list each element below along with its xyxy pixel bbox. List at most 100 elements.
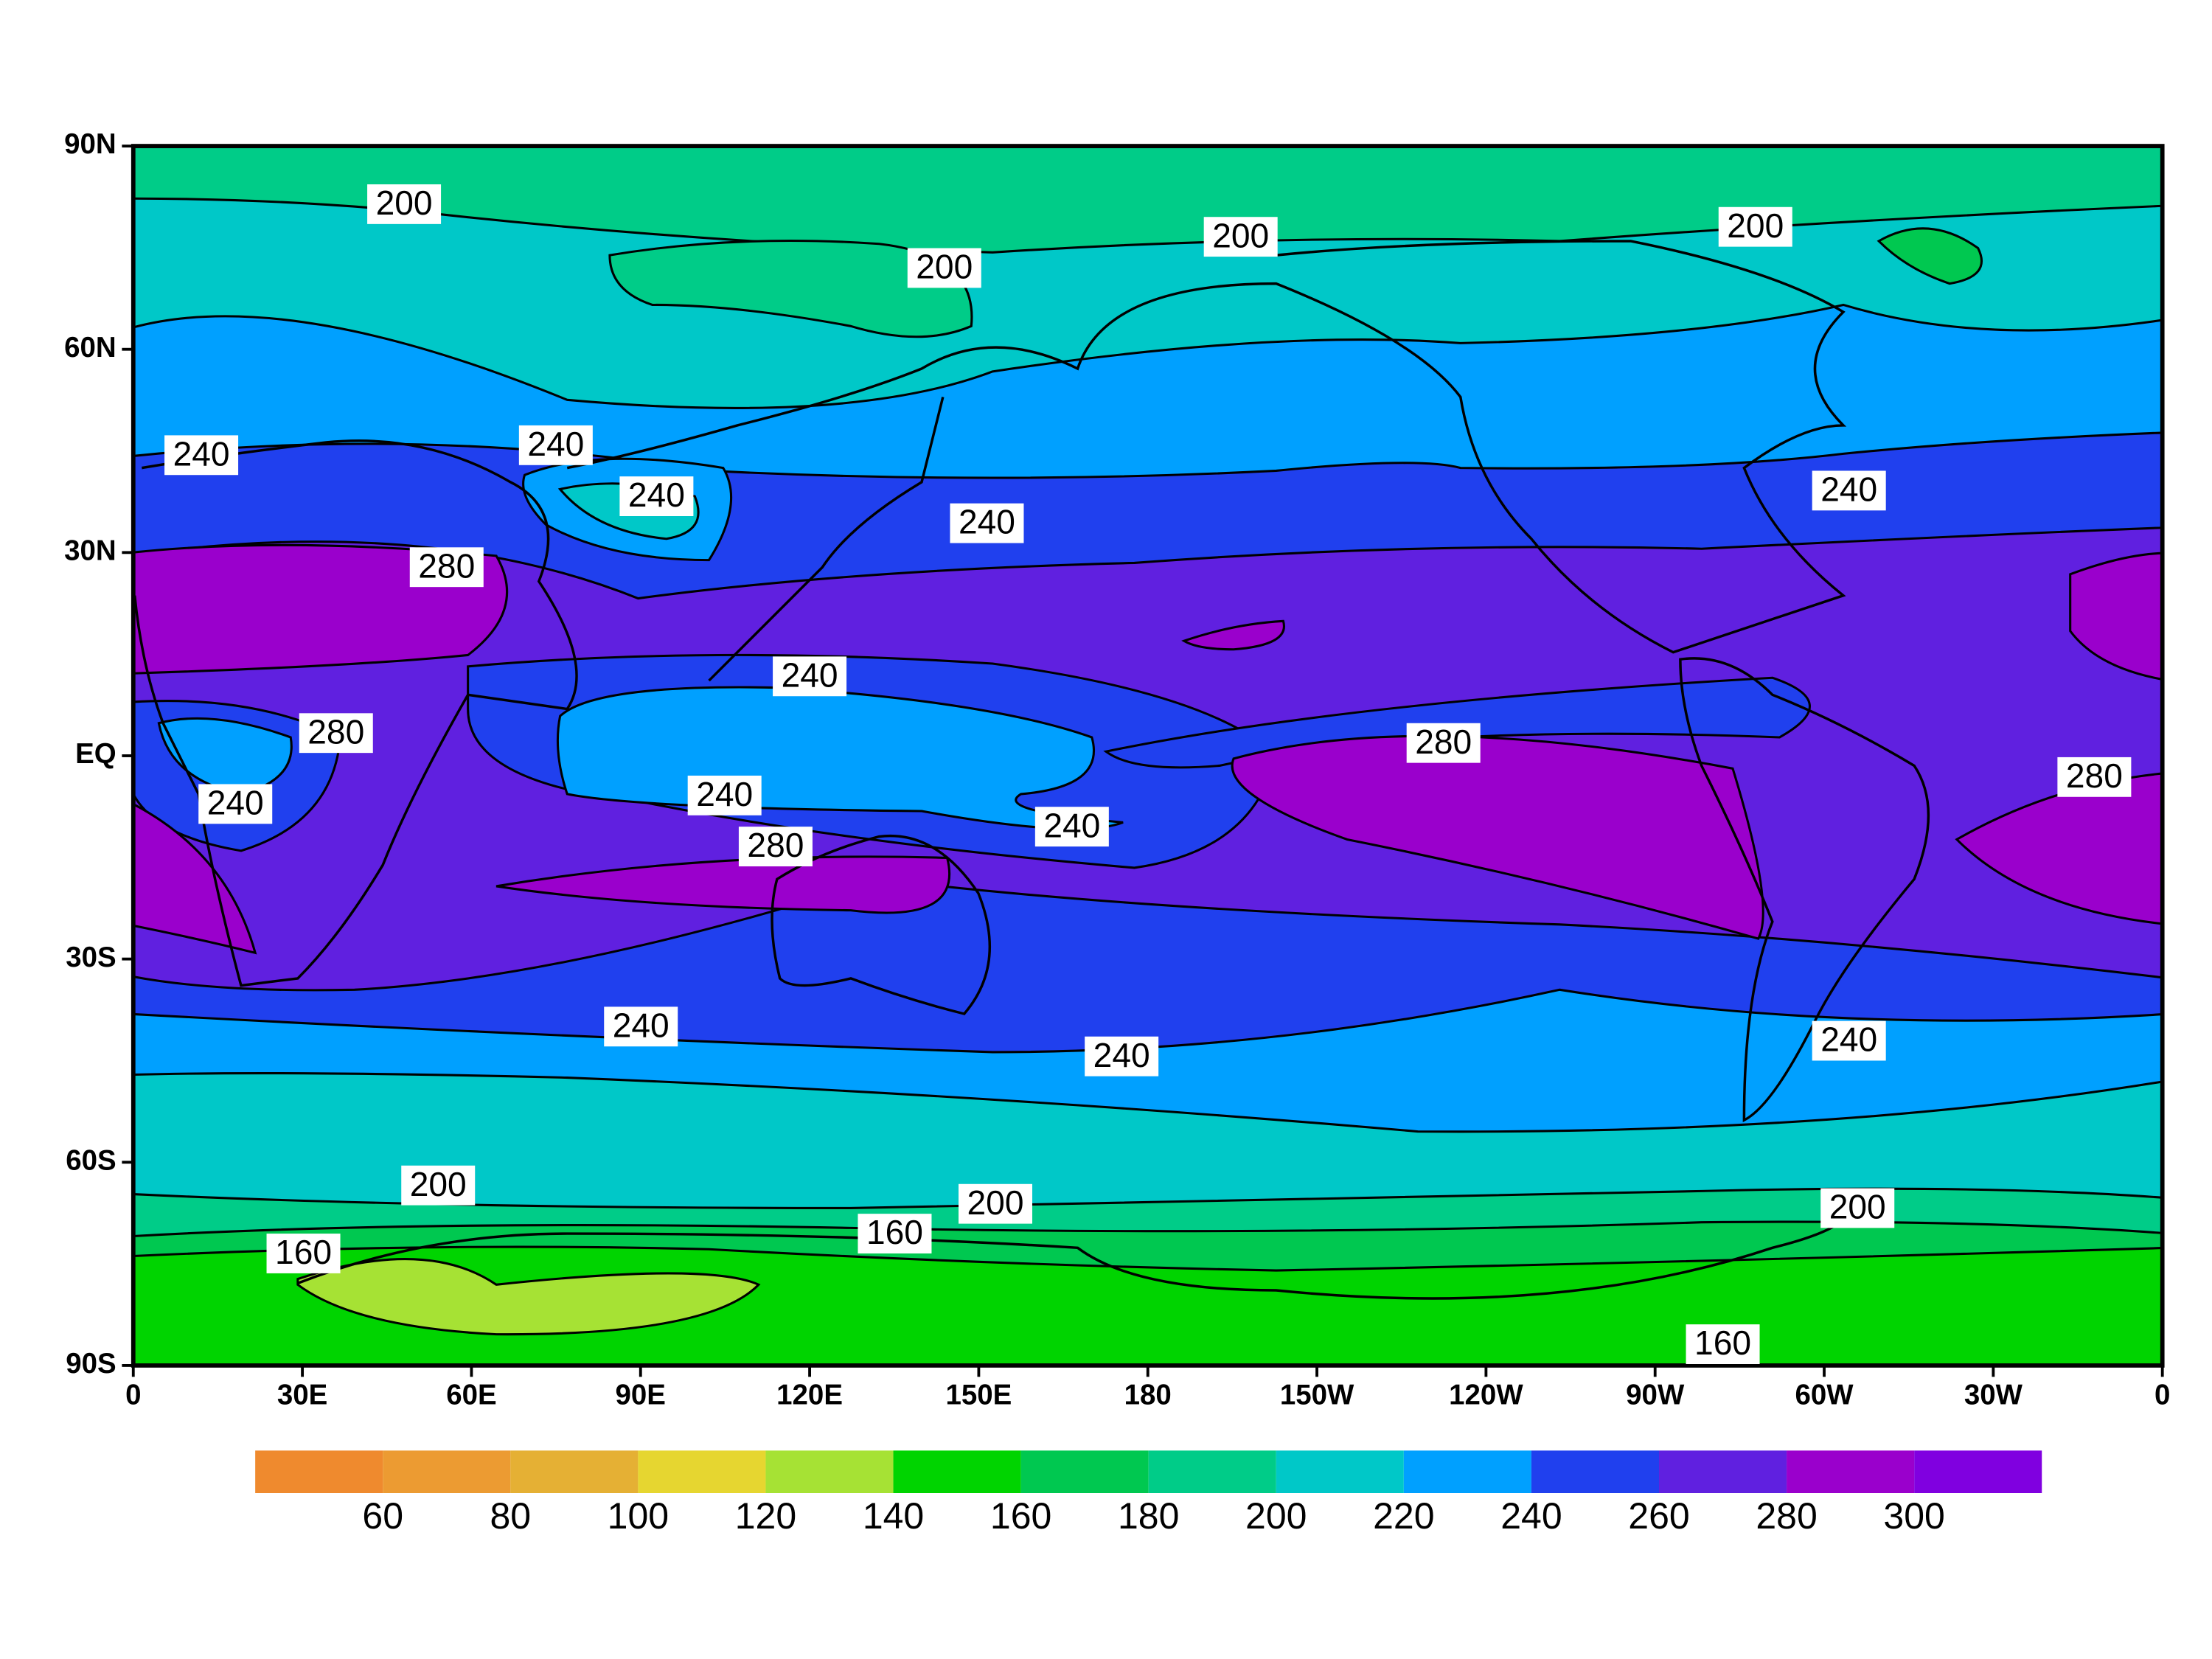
band-280-300	[1955, 772, 2163, 925]
contour-label: 200	[376, 184, 433, 222]
contour-label: 240	[1093, 1036, 1150, 1074]
contour-label: 160	[866, 1213, 923, 1251]
axes: 0 30E 60E 90E 120E 150E 180 150W 120W 90W 60W 30W 09…	[64, 128, 2170, 1411]
colorbar-label: 100	[608, 1495, 669, 1537]
contour-label: 240	[1043, 806, 1100, 844]
contour-label-box	[198, 784, 273, 824]
colorbar-box	[765, 1450, 894, 1493]
contour-label-box	[738, 827, 813, 866]
colorbar-box	[1659, 1450, 1787, 1493]
contour-label-box	[518, 425, 593, 465]
y-tick-label: 90S	[66, 1348, 116, 1380]
colorbar-label: 120	[735, 1495, 796, 1537]
contour-label: 240	[959, 503, 1015, 541]
coastline	[566, 240, 1847, 654]
colorbar-label: 180	[1118, 1495, 1179, 1537]
contour-label-box	[687, 775, 762, 815]
contour-label: 200	[410, 1165, 467, 1203]
colorbar-box	[1020, 1450, 1149, 1493]
x-tick-label: 30E	[277, 1379, 327, 1411]
contour-label: 240	[207, 783, 264, 821]
contour-label-box	[1812, 470, 1886, 511]
contour-label: 280	[1415, 723, 1472, 761]
contour-label: 240	[173, 434, 230, 473]
band-280-300	[2069, 552, 2163, 681]
contour-label: 160	[1694, 1324, 1751, 1362]
colorbar-box	[1276, 1450, 1404, 1493]
x-tick-label: 180	[1124, 1379, 1172, 1411]
y-tick-label: 60N	[64, 332, 116, 364]
x-tick-label: 90E	[616, 1379, 666, 1411]
contour-label-box	[773, 656, 847, 697]
colorbar-box	[1787, 1450, 1915, 1493]
y-tick-label: 60S	[66, 1144, 116, 1176]
x-tick-label: 60E	[446, 1379, 496, 1411]
colorbar-label: 300	[1883, 1495, 1944, 1537]
contour-label-box	[858, 1214, 932, 1253]
contour-label-box	[1820, 1188, 1895, 1228]
band-240-260	[1103, 676, 1811, 769]
contour-label: 240	[613, 1006, 669, 1044]
contour-label-box	[950, 503, 1024, 543]
coastlines	[133, 240, 1930, 1300]
coastline	[771, 835, 991, 1015]
contour-label-box	[1718, 206, 1792, 247]
colorbar-label: 220	[1373, 1495, 1434, 1537]
contour-label: 240	[782, 655, 838, 694]
contour-label: 200	[1829, 1188, 1886, 1226]
band-280-300	[495, 855, 951, 914]
colorbar-box	[893, 1450, 1021, 1493]
contour-label-box	[1085, 1036, 1159, 1077]
contour-label: 280	[307, 712, 364, 751]
contour-label-box	[1686, 1324, 1760, 1364]
contour-label-box	[367, 184, 442, 224]
y-tick-label: 90N	[64, 128, 116, 160]
contour-label-box	[907, 248, 981, 288]
coastline	[133, 439, 578, 987]
contour-label: 160	[275, 1233, 332, 1271]
colorbar-label: 200	[1245, 1495, 1307, 1537]
colorbar-box	[510, 1450, 639, 1493]
colorbar-label: 240	[1500, 1495, 1562, 1537]
colorbar-label: 280	[1756, 1495, 1817, 1537]
contour-label-box	[604, 1006, 678, 1047]
x-tick-label: 90W	[1626, 1379, 1685, 1411]
y-tick-label: EQ	[75, 738, 116, 770]
contour-label-box	[1203, 217, 1278, 257]
colorbar-box	[383, 1450, 511, 1493]
colorbar-label: 160	[990, 1495, 1051, 1537]
colorbar-label: 260	[1628, 1495, 1689, 1537]
contour-label-box	[619, 476, 694, 516]
colorbar-label: 140	[863, 1495, 924, 1537]
contour-label-box	[2057, 757, 2132, 797]
colorbar-box	[1148, 1450, 1276, 1493]
contour-label: 240	[696, 775, 753, 813]
band-280-300	[1181, 619, 1285, 651]
band-280-300	[133, 802, 257, 955]
contour-label: 200	[967, 1183, 1024, 1222]
contour-label: 240	[1820, 1020, 1877, 1059]
colorbar-box	[1403, 1450, 1531, 1493]
contour-label: 200	[1727, 206, 1784, 245]
band-120-140	[296, 1258, 761, 1336]
coastline	[297, 1218, 1845, 1300]
contour-label-box	[401, 1165, 476, 1206]
y-tick-label: 30N	[64, 535, 116, 567]
colorbar-box	[1531, 1450, 1659, 1493]
contour-label-box	[409, 547, 484, 588]
contour-label: 200	[1212, 216, 1269, 254]
contour-label: 280	[747, 826, 804, 864]
x-tick-label: 150E	[945, 1379, 1012, 1411]
contour-label: 280	[418, 546, 475, 585]
contour-label-box	[164, 435, 239, 476]
contour-label: 280	[2066, 757, 2123, 795]
coastline	[1679, 657, 1930, 1123]
contour-label-box	[299, 713, 373, 754]
contour-label-box	[266, 1234, 341, 1273]
coastline	[708, 397, 945, 682]
colorbar-label: 80	[490, 1495, 531, 1537]
band-160-180	[1877, 227, 1983, 285]
contour-label: 240	[1820, 470, 1877, 508]
